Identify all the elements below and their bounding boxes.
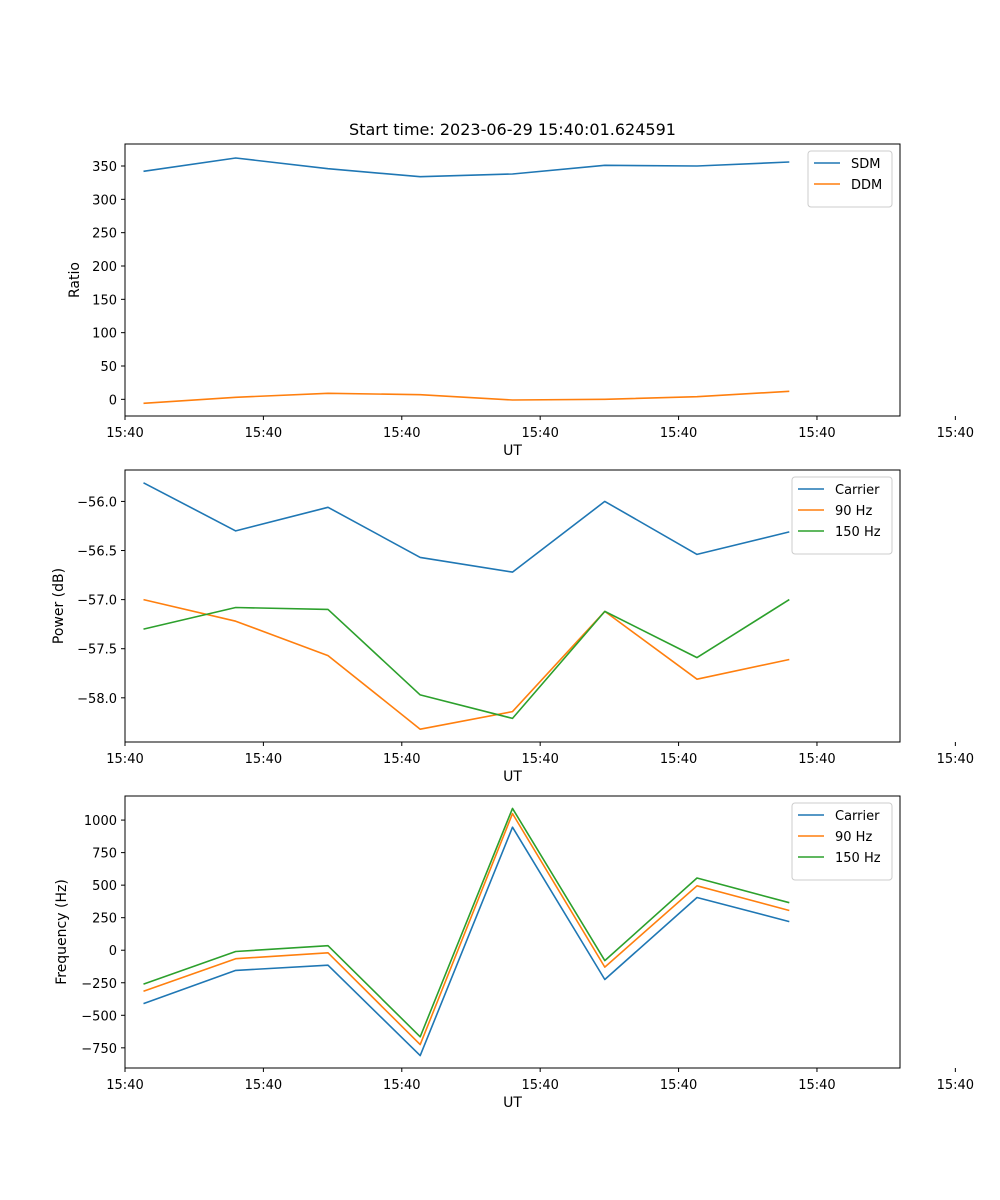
legend-label: DDM xyxy=(851,178,882,193)
legend: Carrier 90 Hz 150 Hz xyxy=(791,802,893,881)
x-tick-label: 15:40 xyxy=(245,752,282,767)
y-tick-label: 350 xyxy=(92,160,117,175)
y-tick-label: 500 xyxy=(92,879,117,894)
series-line-carrier xyxy=(143,482,790,573)
x-axis-label: UT xyxy=(503,769,522,785)
x-tick-label: 15:40 xyxy=(798,426,835,441)
legend-box xyxy=(807,150,893,208)
legend: Carrier 90 Hz 150 Hz xyxy=(791,476,893,555)
series-line-90-hz xyxy=(143,598,790,731)
plot-frame xyxy=(124,469,901,743)
y-tick-label: 0 xyxy=(109,944,117,959)
x-tick-label: 15:40 xyxy=(521,752,558,767)
chart-panel-2: 15:4015:4015:4015:4015:4015:4015:4015:41… xyxy=(51,469,974,785)
series-line-90-hz xyxy=(143,812,790,1046)
x-tick-label: 15:40 xyxy=(798,1078,835,1093)
legend-label: 90 Hz xyxy=(835,830,872,845)
y-tick-label: 750 xyxy=(92,847,117,862)
legend-label: 150 Hz xyxy=(835,525,881,540)
series-line-carrier xyxy=(143,826,790,1057)
x-tick-label: 15:40 xyxy=(245,1078,282,1093)
y-tick-label: 300 xyxy=(92,193,117,208)
x-tick-label: 15:40 xyxy=(798,752,835,767)
y-tick-label: 150 xyxy=(92,293,117,308)
y-axis-label: Ratio xyxy=(67,262,83,298)
y-tick-label: 250 xyxy=(92,912,117,927)
chart-panel-3: 15:4015:4015:4015:4015:4015:4015:4015:41… xyxy=(54,795,974,1111)
y-tick-label: −57.5 xyxy=(77,643,117,658)
series-line-150-hz xyxy=(143,598,790,720)
x-tick-label: 15:40 xyxy=(937,426,974,441)
y-tick-label: −58.0 xyxy=(77,692,117,707)
x-tick-label: 15:40 xyxy=(383,426,420,441)
x-tick-label: 15:40 xyxy=(660,1078,697,1093)
x-tick-label: 15:40 xyxy=(106,426,143,441)
x-tick-label: 15:40 xyxy=(660,752,697,767)
x-tick-label: 15:40 xyxy=(383,1078,420,1093)
legend-label: SDM xyxy=(851,157,880,172)
x-tick-label: 15:40 xyxy=(521,1078,558,1093)
legend-label: Carrier xyxy=(835,483,880,498)
x-tick-label: 15:40 xyxy=(937,1078,974,1093)
y-tick-label: −750 xyxy=(81,1042,117,1057)
y-axis-label: Power (dB) xyxy=(51,568,67,644)
series-line-150-hz xyxy=(143,807,790,1038)
legend-label: 150 Hz xyxy=(835,851,881,866)
y-tick-label: 250 xyxy=(92,227,117,242)
y-tick-label: −250 xyxy=(81,977,117,992)
y-tick-label: 50 xyxy=(100,360,117,375)
chart-title: Start time: 2023-06-29 15:40:01.624591 xyxy=(349,120,676,139)
y-tick-label: −500 xyxy=(81,1009,117,1024)
plot-frame xyxy=(124,795,901,1069)
x-tick-label: 15:40 xyxy=(521,426,558,441)
plot-frame xyxy=(124,143,901,417)
series-line-sdm xyxy=(143,157,790,178)
legend-box xyxy=(791,802,893,881)
y-tick-label: −56.5 xyxy=(77,545,117,560)
x-tick-label: 15:40 xyxy=(106,752,143,767)
chart-panel-1: Start time: 2023-06-29 15:40:01.624591 15… xyxy=(67,120,974,459)
series-line-ddm xyxy=(143,390,790,405)
y-tick-label: −57.0 xyxy=(77,594,117,609)
x-axis-label: UT xyxy=(503,1095,522,1111)
x-tick-label: 15:40 xyxy=(245,426,282,441)
x-tick-label: 15:40 xyxy=(383,752,420,767)
y-tick-label: 1000 xyxy=(84,814,117,829)
y-tick-label: 100 xyxy=(92,327,117,342)
y-axis-label: Frequency (Hz) xyxy=(54,879,70,985)
legend-label: Carrier xyxy=(835,809,880,824)
x-tick-label: 15:40 xyxy=(106,1078,143,1093)
legend-label: 90 Hz xyxy=(835,504,872,519)
x-axis-label: UT xyxy=(503,443,522,459)
legend: SDM DDM xyxy=(807,150,893,208)
y-tick-label: 0 xyxy=(109,393,117,408)
y-tick-label: 200 xyxy=(92,260,117,275)
legend-box xyxy=(791,476,893,555)
x-tick-label: 15:40 xyxy=(937,752,974,767)
x-tick-label: 15:40 xyxy=(660,426,697,441)
y-tick-label: −56.0 xyxy=(77,495,117,510)
